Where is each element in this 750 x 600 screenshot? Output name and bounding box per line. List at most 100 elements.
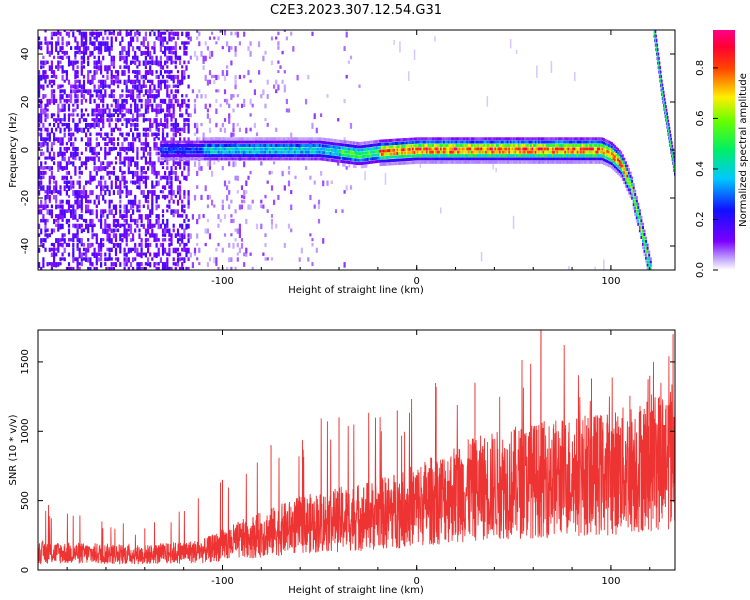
spectrogram-cell <box>175 157 178 161</box>
spectrogram-cell <box>59 204 62 209</box>
spectrogram-cell <box>270 170 274 175</box>
spectrogram-cell <box>284 140 287 144</box>
spectrogram-cell <box>537 137 540 141</box>
spectrogram-cell <box>151 223 154 228</box>
spectrogram-cell <box>72 214 75 220</box>
spectrogram-cell <box>97 89 100 94</box>
spectrogram-cell <box>435 154 438 158</box>
spectrogram-cell <box>225 140 228 144</box>
spectrogram-cell <box>558 150 561 154</box>
spectrogram-cell <box>503 150 506 154</box>
spectrogram-cell <box>240 204 244 210</box>
spectrogram-cell <box>61 108 64 112</box>
spectrogram-cell <box>266 94 269 99</box>
spectrogram-cell <box>76 65 79 69</box>
spectrogram-cell <box>631 196 634 200</box>
spectrogram-cell <box>76 122 79 128</box>
spectrogram-cell <box>233 157 236 161</box>
spectrogram-cell <box>270 154 273 158</box>
spectrogram-cell <box>208 103 212 108</box>
spectrogram-cell <box>600 140 602 144</box>
spectrogram-cell <box>123 156 126 162</box>
spectrogram-cell <box>61 94 64 100</box>
spectrogram-cell <box>360 151 363 155</box>
spectrogram-cell <box>138 84 141 90</box>
spectrogram-cell <box>642 236 644 240</box>
spectrogram-cell <box>260 161 263 166</box>
spectrogram-cell <box>363 141 366 145</box>
spectrogram-cell <box>185 161 188 166</box>
spectrogram-cell <box>231 154 234 158</box>
spectrogram-cell <box>343 98 346 104</box>
spectrogram-cell <box>609 164 612 168</box>
spectrogram-cell <box>38 79 41 85</box>
spectrogram-cell <box>119 50 122 56</box>
spectrogram-cell <box>166 166 169 170</box>
spectrogram-cell <box>40 41 43 46</box>
spectrogram-cell <box>294 140 296 144</box>
spectrogram-cell <box>376 146 379 150</box>
spectrogram-cell <box>63 79 66 83</box>
spectrogram-cell <box>42 74 45 80</box>
spectrogram-cell <box>325 154 327 158</box>
spectrogram-cell <box>632 199 635 203</box>
spectrogram-cell <box>104 218 107 225</box>
spectrogram-cell <box>136 36 139 43</box>
spectrogram-cell <box>402 148 405 152</box>
spectrogram-cell <box>408 147 411 151</box>
spectrogram-cell <box>410 154 413 158</box>
spectrogram-cell <box>307 140 310 144</box>
spectrogram-cell <box>573 154 576 158</box>
spectrogram-cell <box>519 137 522 141</box>
spectrogram-cell <box>182 154 185 158</box>
spectrogram-cell <box>440 140 442 144</box>
spectrogram-cell <box>258 147 261 151</box>
spectrogram-cell <box>186 150 189 154</box>
spectrogram-cell <box>147 151 150 156</box>
spectrogram-cell <box>106 223 109 228</box>
spectrogram-cell <box>76 151 79 157</box>
spectrogram-cell <box>183 161 186 166</box>
spectrogram-cell <box>648 271 650 274</box>
spectrogram-cell <box>157 79 160 85</box>
spectrogram-cell <box>255 154 258 158</box>
spectrogram-cell <box>561 154 564 158</box>
spectrogram-cell <box>181 113 184 118</box>
spectrogram-cell <box>463 157 466 161</box>
spectrogram-cell <box>108 233 111 239</box>
spectrogram-cell <box>486 150 489 154</box>
spectrogram-cell <box>70 238 73 242</box>
spectrogram-cell <box>604 142 607 146</box>
spectrogram-cell <box>104 31 107 36</box>
spectrogram-cell <box>285 108 288 113</box>
spectrogram-cell <box>245 150 248 154</box>
spectrogram-cell <box>438 140 441 144</box>
spectrogram-cell <box>528 140 531 144</box>
spectrogram-cell <box>147 175 150 180</box>
spectrogram-cell <box>290 154 293 158</box>
spectrogram-cell <box>385 159 388 163</box>
spectrogram-cell <box>174 118 177 124</box>
spectrogram-cell <box>181 31 184 37</box>
spectrogram-cell <box>174 127 177 133</box>
spectrogram-cell <box>572 157 575 161</box>
spectrogram-cell <box>307 147 310 151</box>
spectrogram-cell <box>513 137 515 141</box>
spectrogram-cell <box>155 175 158 179</box>
spectrogram-cell <box>558 154 561 158</box>
spectrogram-cell <box>97 156 100 162</box>
spectrogram-cell <box>159 257 162 263</box>
spectrogram-cell <box>180 140 183 144</box>
spectrogram-cell <box>193 50 197 57</box>
spectrogram-cell <box>181 209 184 213</box>
spectrogram-cell <box>53 132 56 138</box>
spectrogram-cell <box>475 137 478 141</box>
spectrogram-cell <box>89 137 92 142</box>
spectrogram-cell <box>42 185 45 191</box>
spectrogram-cell <box>264 140 267 144</box>
spectrogram-cell <box>82 242 86 247</box>
spectrogram-cell <box>121 94 124 98</box>
spectrogram-cell <box>168 170 171 176</box>
spectrogram-cell <box>140 142 143 146</box>
spectrogram-cell <box>455 154 458 158</box>
